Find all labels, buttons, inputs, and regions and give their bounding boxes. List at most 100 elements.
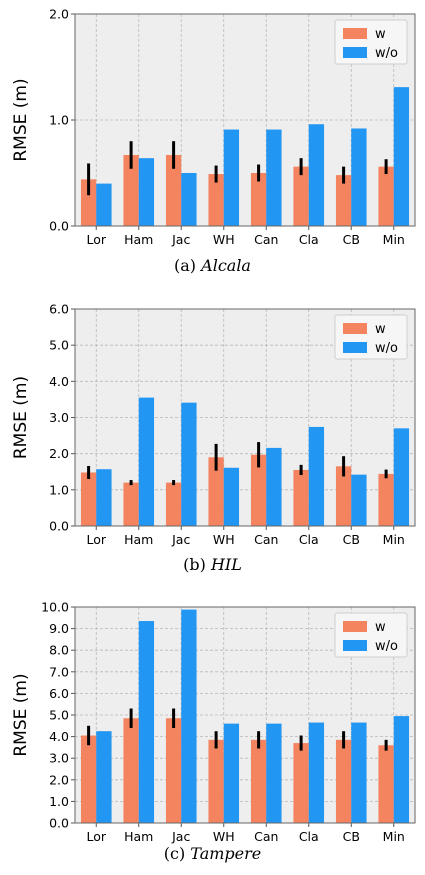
- bar-wo: [96, 183, 112, 226]
- bar-w: [208, 174, 224, 226]
- x-tick-label: WH: [213, 532, 235, 547]
- bar-wo: [308, 722, 325, 823]
- caption-hil: (b) HIL: [0, 555, 425, 574]
- plot-frame: [74, 13, 416, 227]
- y-tick-label: 5.0: [49, 338, 69, 353]
- x-tick-label: Lor: [86, 532, 106, 547]
- chart-panel-alcala: 0.0 1.0 2.0 Lor Ham Jac WH Can Cla CB Min RMSE (m) w…: [0, 0, 425, 290]
- y-tick-label: 2.0: [49, 7, 69, 22]
- plot-frame: [74, 308, 416, 527]
- bar-w: [123, 482, 139, 526]
- chart-panel-hil: 0.0 1.0 2.0 3.0 4.0 5.0 6.0 Lor Ham Jac WH Can Cla CB…: [0, 295, 425, 585]
- bar-wo: [308, 426, 325, 526]
- bar-wo: [138, 621, 155, 823]
- x-tick-label: Min: [383, 532, 405, 547]
- x-tick-label: Min: [383, 232, 405, 247]
- x-tick-label: Cla: [299, 532, 319, 547]
- y-tick-label: 10.0: [41, 600, 69, 615]
- y-tick-label: 3.0: [49, 751, 69, 766]
- bar-wo: [308, 124, 325, 226]
- bar-w: [250, 739, 267, 823]
- legend-swatch: [343, 342, 367, 353]
- caption-name: Tampere: [190, 844, 262, 863]
- bar-chart-tampere: 0.0 1.0 2.0 3.0 4.0 5.0 6.0 7.0 8.0 9.0 10.0 Lor Ham…: [11, 600, 416, 844]
- bar-w: [335, 175, 352, 226]
- bar-chart-alcala: 0.0 1.0 2.0 Lor Ham Jac WH Can Cla CB Min RMSE (m) w…: [11, 7, 416, 247]
- bar-wo: [351, 722, 367, 823]
- bar-w: [293, 743, 309, 823]
- x-tick-label: Lor: [86, 829, 106, 844]
- bar-w: [378, 745, 394, 823]
- bar-wo: [393, 716, 410, 823]
- bar-w: [293, 166, 309, 226]
- x-tick-label: CB: [343, 829, 360, 844]
- legend-label: w/o: [375, 341, 398, 356]
- y-tick-label: 3.0: [49, 410, 69, 425]
- bar-wo: [393, 428, 410, 526]
- bar-wo: [181, 402, 197, 526]
- bar-w: [335, 739, 352, 823]
- x-tick-label: Can: [254, 532, 278, 547]
- y-tick-label: 2.0: [49, 446, 69, 461]
- x-tick-label: Jac: [171, 232, 190, 247]
- bar-wo: [96, 469, 112, 526]
- caption-name: Alcala: [201, 256, 251, 275]
- legend-label: w: [375, 620, 386, 635]
- bar-w: [378, 473, 394, 526]
- chart-panel-tampere: 0.0 1.0 2.0 3.0 4.0 5.0 6.0 7.0 8.0 9.0 10.0 Lor Ham…: [0, 590, 425, 875]
- y-tick-label: 5.0: [49, 708, 69, 723]
- y-axis-label: RMSE (m): [11, 78, 31, 161]
- bar-w: [123, 154, 139, 226]
- x-tick-label: Min: [383, 829, 405, 844]
- bar-wo: [266, 129, 282, 226]
- x-tick-label: CB: [343, 532, 360, 547]
- x-tick-label: Jac: [171, 829, 190, 844]
- x-tick-label: WH: [213, 232, 235, 247]
- x-tick-label: Jac: [171, 532, 190, 547]
- caption-prefix: (a): [174, 256, 197, 275]
- y-tick-label: 6.0: [49, 686, 69, 701]
- x-tick-label: Cla: [299, 232, 319, 247]
- y-tick-label: 1.0: [49, 113, 69, 128]
- y-tick-label: 8.0: [49, 643, 69, 658]
- x-tick-label: Ham: [124, 232, 153, 247]
- y-tick-label: 7.0: [49, 664, 69, 679]
- caption-name: HIL: [210, 555, 242, 574]
- plot-frame: [74, 606, 416, 824]
- bar-w: [80, 735, 97, 823]
- caption-prefix: (b): [183, 555, 206, 574]
- x-tick-label: Ham: [124, 829, 153, 844]
- legend-swatch: [343, 323, 367, 334]
- bar-wo: [266, 447, 282, 526]
- bar-w: [165, 718, 182, 823]
- y-tick-label: 4.0: [49, 729, 69, 744]
- bar-w: [293, 469, 309, 526]
- y-tick-label: 1.0: [49, 482, 69, 497]
- bar-wo: [351, 474, 367, 526]
- bar-wo: [266, 723, 282, 823]
- x-tick-label: WH: [213, 829, 235, 844]
- bar-wo: [138, 158, 155, 226]
- legend-swatch: [343, 621, 367, 632]
- bar-w: [165, 482, 182, 526]
- bar-wo: [223, 723, 240, 823]
- caption-tampere: (c) Tampere: [0, 844, 425, 863]
- bar-w: [250, 454, 267, 526]
- bar-w: [208, 457, 224, 526]
- legend-swatch: [343, 640, 367, 651]
- y-tick-label: 0.0: [49, 519, 69, 534]
- y-tick-label: 0.0: [49, 816, 69, 831]
- bar-w: [80, 472, 97, 526]
- x-tick-label: CB: [343, 232, 360, 247]
- bar-w: [378, 166, 394, 226]
- legend-label: w/o: [375, 46, 398, 61]
- bar-w: [208, 739, 224, 823]
- bar-chart-hil: 0.0 1.0 2.0 3.0 4.0 5.0 6.0 Lor Ham Jac WH Can Cla CB…: [11, 302, 416, 547]
- legend-swatch: [343, 47, 367, 58]
- x-tick-label: Can: [254, 232, 278, 247]
- caption-prefix: (c): [163, 844, 186, 863]
- bar-wo: [393, 87, 410, 226]
- bar-wo: [181, 173, 197, 226]
- x-tick-label: Lor: [86, 232, 106, 247]
- bar-wo: [351, 128, 367, 226]
